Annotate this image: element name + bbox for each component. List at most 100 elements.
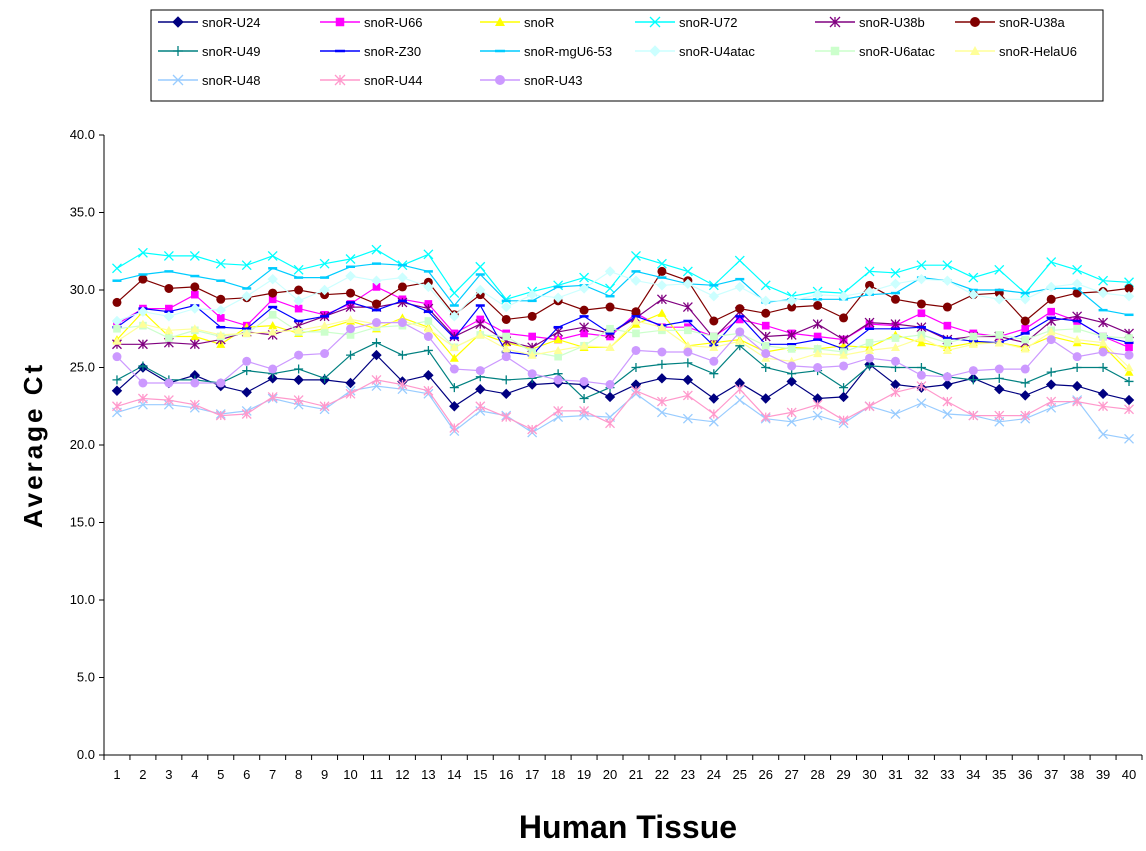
data-point <box>605 342 615 351</box>
data-point <box>397 384 408 395</box>
data-point <box>526 289 538 300</box>
data-point <box>709 316 719 326</box>
data-point <box>173 46 183 56</box>
x-tick-label: 37 <box>1044 767 1058 782</box>
data-point <box>657 359 667 369</box>
series-line <box>116 342 1130 400</box>
data-point <box>1072 335 1082 344</box>
data-point <box>943 321 952 330</box>
legend-label: snoR-U38b <box>859 15 925 30</box>
data-point <box>1020 294 1031 305</box>
data-point <box>502 332 511 341</box>
data-point <box>812 289 823 300</box>
data-point <box>657 347 667 357</box>
data-point <box>890 319 901 330</box>
data-point <box>1046 335 1056 345</box>
data-point <box>397 350 407 360</box>
data-point <box>449 311 460 322</box>
data-point <box>554 352 562 361</box>
data-point <box>345 254 356 264</box>
data-point <box>916 338 926 347</box>
data-point <box>294 364 304 374</box>
data-point <box>372 283 381 291</box>
data-point <box>190 324 200 333</box>
data-point <box>1045 281 1057 293</box>
data-point <box>241 387 252 398</box>
legend-item: snoR-HelaU6 <box>955 44 1077 59</box>
data-point <box>527 424 538 435</box>
data-point <box>112 263 122 274</box>
data-point <box>216 378 226 388</box>
x-tick-label: 17 <box>525 767 539 782</box>
data-point <box>761 308 771 318</box>
data-point <box>1098 363 1108 372</box>
data-point <box>371 318 381 328</box>
data-point <box>865 353 875 363</box>
data-point <box>293 395 304 406</box>
x-tick-label: 35 <box>992 767 1006 782</box>
data-point <box>579 394 589 403</box>
data-point <box>1098 347 1108 357</box>
data-point <box>916 363 926 372</box>
data-point <box>656 407 667 418</box>
legend: snoR-U24 snoR-U66 snoR snoR-U72 snoR-U38b sno… <box>158 15 1077 88</box>
data-point <box>890 267 901 278</box>
y-tick-label: 15.0 <box>70 515 95 530</box>
legend-item: snoR-U43 <box>480 73 583 88</box>
y-axis-title: Average Ct <box>18 362 48 528</box>
data-point <box>215 304 226 316</box>
data-point <box>605 380 615 390</box>
data-point <box>864 401 875 412</box>
legend-label: snoR-U43 <box>524 73 583 88</box>
data-point <box>346 288 356 298</box>
legend-item: snoR <box>480 15 554 30</box>
data-point <box>916 273 927 285</box>
data-point <box>683 347 693 357</box>
data-point <box>163 250 174 261</box>
data-point <box>495 75 505 85</box>
data-point <box>1073 324 1081 333</box>
y-tick-label: 10.0 <box>70 592 95 607</box>
legend-label: snoR-U38a <box>999 15 1066 30</box>
data-point <box>164 325 174 334</box>
data-point <box>813 349 823 358</box>
data-point <box>1045 379 1057 390</box>
data-point <box>268 321 278 330</box>
data-point <box>605 283 615 294</box>
data-point <box>942 396 953 407</box>
data-point <box>916 260 927 271</box>
data-point <box>1020 390 1031 401</box>
data-point <box>294 325 304 334</box>
data-point <box>864 286 875 297</box>
data-point <box>649 16 661 28</box>
data-point <box>864 317 875 328</box>
data-point <box>579 341 589 350</box>
data-point <box>1125 334 1133 342</box>
x-tick-label: 40 <box>1122 767 1136 782</box>
data-point <box>320 328 329 336</box>
data-point <box>830 46 840 56</box>
data-point <box>683 341 693 350</box>
data-point <box>137 247 148 258</box>
data-point <box>423 332 433 341</box>
data-point <box>293 374 304 386</box>
legend-label: snoR-U24 <box>202 15 261 30</box>
data-point <box>786 376 797 387</box>
data-point <box>1072 311 1083 322</box>
data-point <box>268 295 277 304</box>
data-point <box>760 393 771 404</box>
x-tick-label: 1 <box>113 767 120 782</box>
data-point <box>345 270 356 282</box>
data-point <box>345 377 356 389</box>
data-point <box>631 385 641 396</box>
data-point <box>138 319 148 328</box>
data-point <box>735 327 745 337</box>
data-point <box>1098 317 1109 328</box>
data-point <box>1020 364 1030 374</box>
data-point <box>475 319 486 330</box>
data-point <box>165 304 173 313</box>
data-point <box>709 369 719 379</box>
data-point <box>708 416 719 427</box>
data-point <box>761 349 771 359</box>
